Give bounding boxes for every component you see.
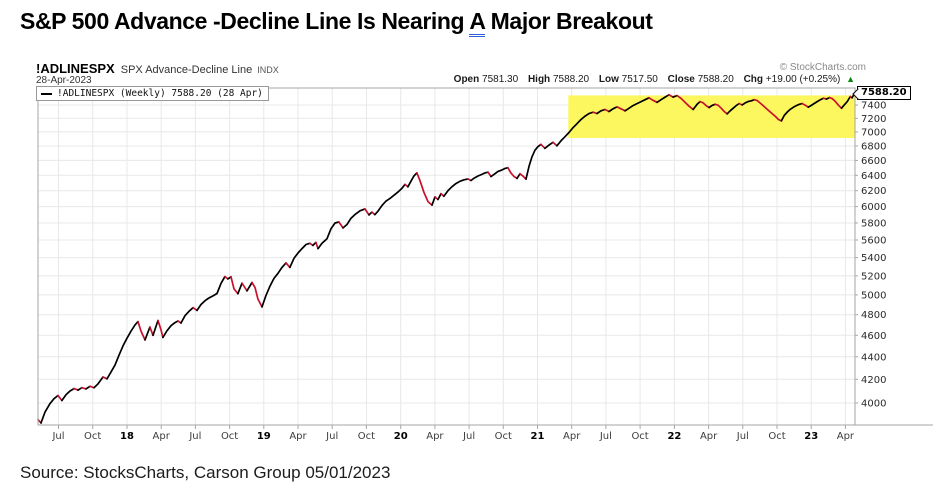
svg-text:4200: 4200 <box>861 375 886 386</box>
price-line <box>37 92 856 424</box>
svg-text:4800: 4800 <box>861 310 886 321</box>
svg-text:Apr: Apr <box>153 431 171 442</box>
svg-text:5600: 5600 <box>861 236 886 247</box>
open-label: Open <box>453 74 480 85</box>
svg-text:4400: 4400 <box>861 352 886 363</box>
x-axis-labels: Jul Oct 18 Apr Jul Oct 19 Apr Jul Oct 20 Apr Jul Oct 2… <box>51 425 855 442</box>
svg-text:Jul: Jul <box>462 431 475 442</box>
svg-text:Apr: Apr <box>426 431 444 442</box>
svg-text:6400: 6400 <box>861 171 886 182</box>
svg-text:4000: 4000 <box>861 399 886 410</box>
high-label: High <box>527 74 551 85</box>
ticker-symbol: !ADLINESPX <box>36 61 115 76</box>
svg-text:22: 22 <box>667 431 681 442</box>
source-caption: Source: StocksCharts, Carson Group 05/01… <box>20 463 391 482</box>
copyright-label: © StockCharts.com <box>779 62 866 73</box>
page-title: S&P 500 Advance -Decline Line Is Nearing… <box>20 8 653 37</box>
svg-text:6200: 6200 <box>861 186 886 197</box>
ticker-name: SPX Advance-Decline Line <box>120 64 253 76</box>
svg-text:Jul: Jul <box>736 431 749 442</box>
svg-text:Apr: Apr <box>837 431 855 442</box>
svg-text:5000: 5000 <box>861 290 886 301</box>
chart-date: 28-Apr-2023 <box>36 75 92 86</box>
svg-text:5400: 5400 <box>861 253 886 264</box>
title-suffix: Major Breakout <box>484 8 653 34</box>
open-value: 7581.30 <box>482 74 519 85</box>
ticker-exchange: INDX <box>257 65 279 75</box>
svg-text:5800: 5800 <box>861 219 886 230</box>
svg-text:Oct: Oct <box>768 431 785 442</box>
chg-label: Chg <box>743 74 764 85</box>
ohlc-readout: Open 7581.30 High 7588.20 Low 7517.50 Cl… <box>454 74 855 85</box>
svg-text:Apr: Apr <box>563 431 581 442</box>
svg-text:6600: 6600 <box>861 156 886 167</box>
svg-text:18: 18 <box>120 431 134 442</box>
gridlines <box>38 88 855 425</box>
svg-text:Apr: Apr <box>289 431 307 442</box>
title-prefix: S&P 500 Advance -Decline Line Is Nearing <box>20 8 470 34</box>
svg-text:23: 23 <box>804 431 818 442</box>
legend-label: !ADLINESPX (Weekly) 7588.20 (28 Apr) <box>57 88 263 99</box>
svg-text:Oct: Oct <box>631 431 648 442</box>
chart-legend: !ADLINESPX (Weekly) 7588.20 (28 Apr) <box>36 86 269 101</box>
svg-text:21: 21 <box>531 431 545 442</box>
highlight-region <box>568 95 855 138</box>
svg-text:Apr: Apr <box>700 431 718 442</box>
svg-text:Oct: Oct <box>358 431 375 442</box>
svg-text:Oct: Oct <box>84 431 101 442</box>
svg-text:Jul: Jul <box>325 431 338 442</box>
low-label: Low <box>598 74 619 85</box>
y-axis-labels: 7400 7200 7000 6800 6600 6400 6200 6000 5800 5600… <box>855 101 886 410</box>
high-value: 7588.20 <box>552 74 590 85</box>
svg-text:Jul: Jul <box>188 431 201 442</box>
svg-text:19: 19 <box>257 431 271 442</box>
last-price-value: 7588.20 <box>861 87 907 98</box>
svg-text:Jul: Jul <box>599 431 612 442</box>
plot-border <box>37 87 856 426</box>
chg-value: +19.00 (+0.25%) <box>765 74 841 85</box>
svg-text:7200: 7200 <box>861 114 886 125</box>
title-underlined-word: A <box>469 8 485 37</box>
chart-header: !ADLINESPX SPX Advance-Decline Line INDX <box>36 60 279 78</box>
low-value: 7517.50 <box>621 74 658 85</box>
svg-text:7000: 7000 <box>861 127 886 138</box>
svg-text:Oct: Oct <box>495 431 512 442</box>
close-label: Close <box>667 74 695 85</box>
svg-text:4600: 4600 <box>861 331 886 342</box>
chg-up-arrow-icon: ▲ <box>846 74 855 84</box>
last-price-flag: 7588.20 <box>851 86 911 100</box>
legend-line-swatch-icon <box>41 92 52 95</box>
svg-text:20: 20 <box>394 431 408 442</box>
svg-text:5200: 5200 <box>861 271 886 282</box>
svg-text:7400: 7400 <box>861 101 886 112</box>
svg-text:Jul: Jul <box>51 431 64 442</box>
close-value: 7588.20 <box>697 74 734 85</box>
svg-text:6000: 6000 <box>861 202 886 213</box>
svg-text:6800: 6800 <box>861 142 886 153</box>
svg-text:Oct: Oct <box>221 431 238 442</box>
adline-price-chart: 7400 7200 7000 6800 6600 6400 6200 6000 5800 5600… <box>37 87 933 442</box>
